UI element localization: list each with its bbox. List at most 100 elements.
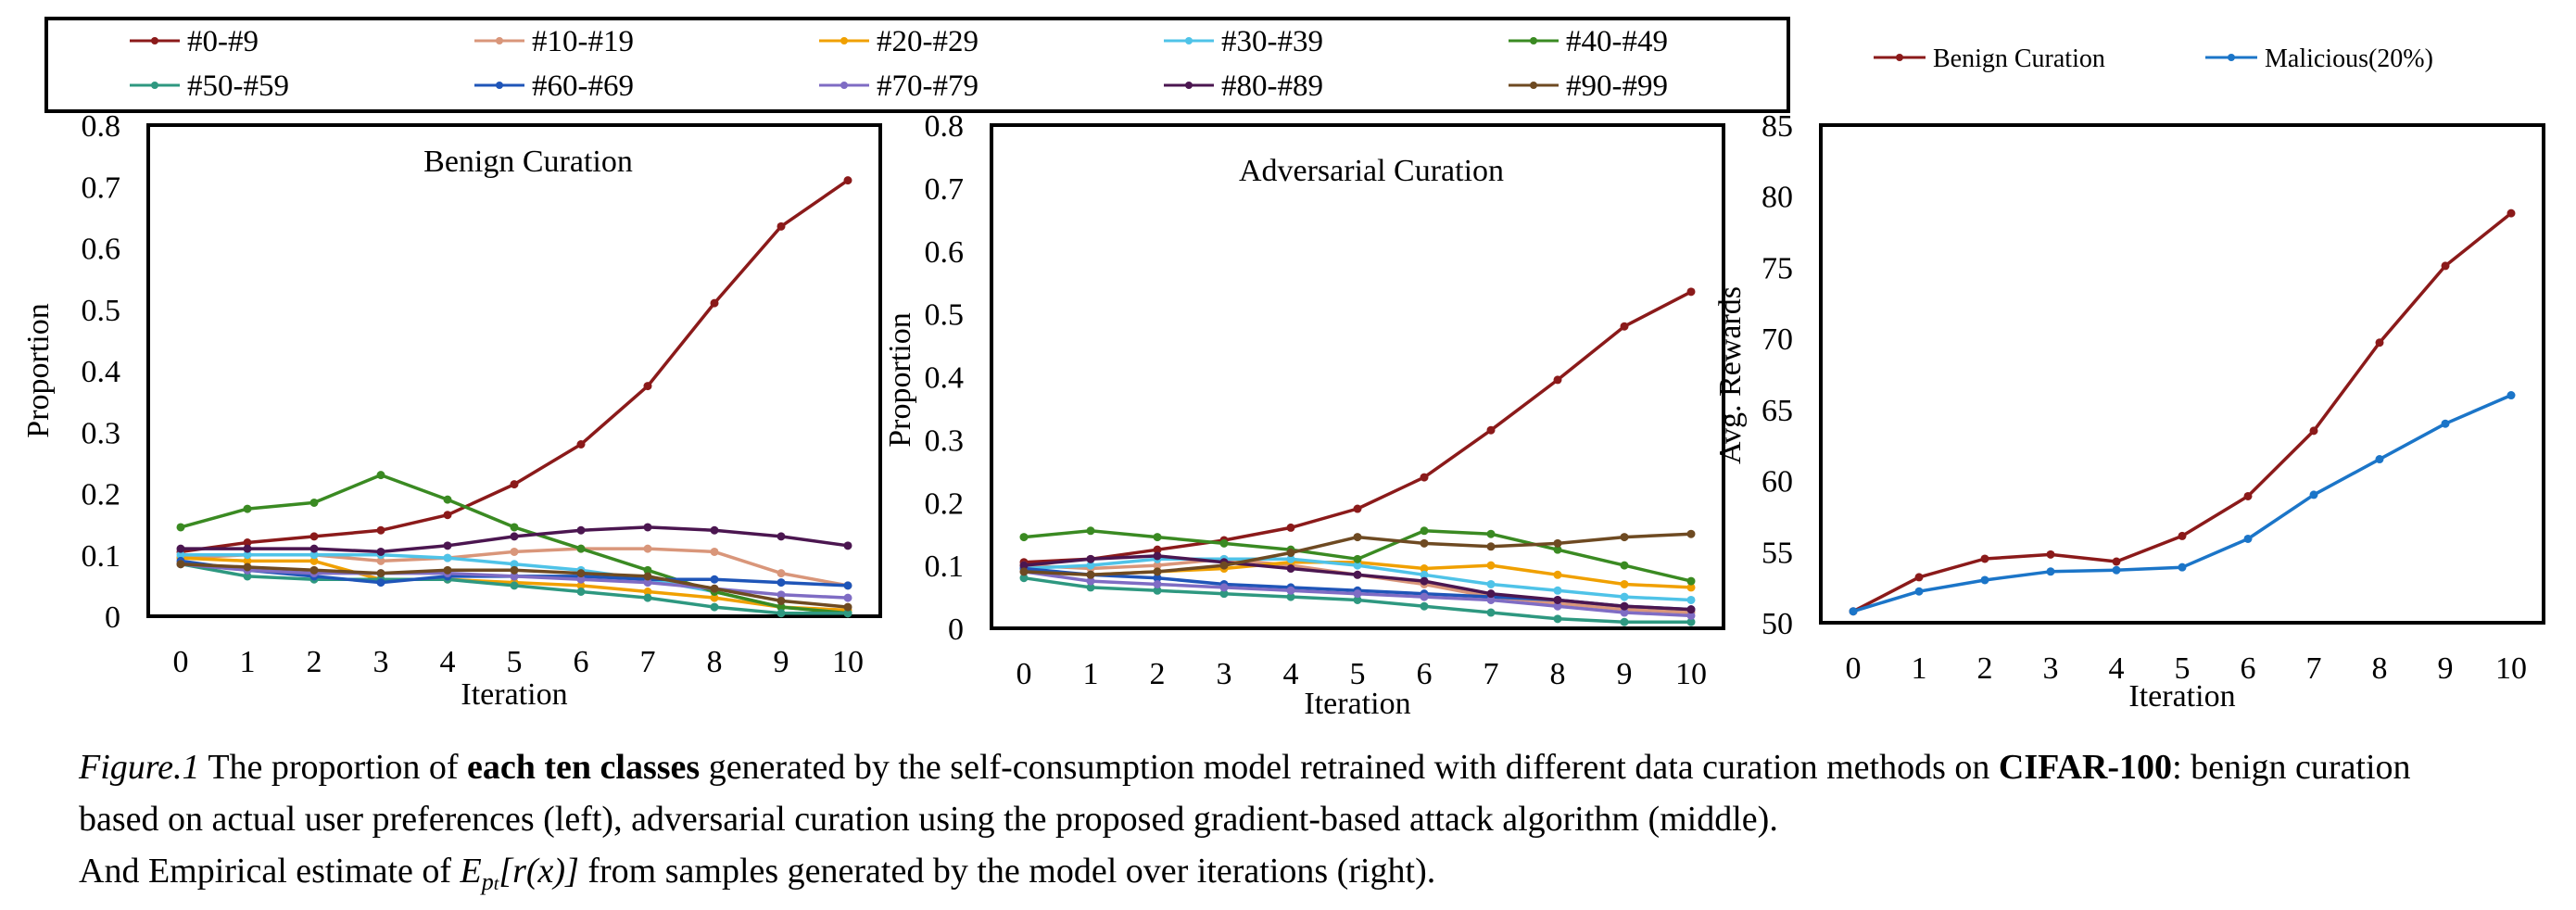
legend-swatch-marker [2228, 54, 2235, 61]
data-point [710, 547, 719, 556]
x-tick-label: 4 [1283, 657, 1299, 691]
legend-swatch-marker [840, 82, 848, 89]
x-tick-label: 6 [2241, 651, 2256, 686]
data-point [243, 504, 252, 513]
x-tick-label: 8 [1550, 657, 1566, 691]
data-point [376, 578, 385, 588]
legend-swatch-marker [1896, 54, 1903, 61]
data-point [2112, 565, 2121, 575]
data-point [1486, 595, 1496, 604]
x-tick-label: 7 [1484, 657, 1499, 691]
data-point [243, 544, 252, 553]
data-point [443, 553, 452, 562]
data-point [1553, 601, 1562, 611]
caption-text-5: from samples generated by the model over… [578, 852, 1436, 891]
y-tick-label: 0.1 [82, 539, 121, 574]
data-point [1153, 574, 1162, 583]
data-point [1153, 551, 1162, 561]
data-point [443, 565, 452, 575]
x-tick-label: 10 [2495, 651, 2527, 686]
y-tick-label: 0.7 [925, 172, 965, 207]
data-point [1286, 554, 1295, 563]
y-tick-label: 0.4 [82, 355, 121, 389]
data-point [1553, 375, 1562, 385]
legend-label: #20-#29 [877, 25, 979, 58]
data-point [1420, 592, 1429, 601]
legend-swatch-marker [1530, 37, 1537, 44]
data-point [176, 560, 185, 569]
data-point [1153, 586, 1162, 595]
y-tick-label: 0.6 [82, 233, 121, 267]
legend-swatch-marker [151, 37, 158, 44]
data-point [843, 581, 852, 590]
data-point [1686, 583, 1696, 592]
data-point [1286, 586, 1295, 595]
chart-title: Adversarial Curation [1239, 154, 1504, 188]
x-tick-label: 6 [574, 645, 589, 679]
data-point [1620, 322, 1629, 331]
data-point [643, 578, 652, 588]
data-point [1086, 576, 1095, 586]
data-point [443, 511, 452, 520]
plot-frame [146, 123, 882, 618]
data-point [1019, 567, 1029, 576]
x-tick-label: 0 [173, 645, 189, 679]
data-point [1620, 601, 1629, 611]
y-tick-label: 0 [948, 613, 964, 647]
y-tick-label: 0 [105, 600, 120, 635]
x-tick-label: 4 [440, 645, 456, 679]
data-point [1620, 608, 1629, 617]
data-point [777, 609, 786, 618]
x-tick-label: 2 [307, 645, 322, 679]
legend-box [44, 17, 1790, 113]
data-point [376, 525, 385, 535]
data-point [1153, 579, 1162, 588]
legend-swatch-marker [496, 37, 503, 44]
data-point [510, 480, 519, 489]
y-tick-label: 0.6 [925, 235, 965, 270]
legend-swatch-marker [496, 82, 503, 89]
data-point [1553, 545, 1562, 554]
x-tick-label: 2 [1150, 657, 1166, 691]
chart-title: Benign Curation [423, 145, 633, 179]
data-point [510, 547, 519, 556]
caption-math-arg: [r(x)] [499, 852, 579, 891]
data-point [843, 541, 852, 550]
data-point [1153, 545, 1162, 554]
data-point [1686, 611, 1696, 620]
data-point [1620, 617, 1629, 626]
data-point [2243, 491, 2253, 500]
data-point [1486, 542, 1496, 551]
data-point [176, 544, 185, 553]
data-point [1620, 533, 1629, 542]
data-point [643, 593, 652, 602]
data-point [1420, 564, 1429, 574]
data-point [843, 176, 852, 185]
y-tick-label: 0.5 [82, 294, 121, 328]
legend-swatch-marker [1185, 37, 1193, 44]
y-axis-label: Avg. Rewards [1713, 286, 1748, 464]
x-tick-label: 3 [373, 645, 389, 679]
data-point [1486, 425, 1496, 435]
data-point [1980, 575, 1989, 585]
data-point [643, 565, 652, 575]
data-point [1553, 595, 1562, 604]
data-point [1420, 576, 1429, 586]
data-point [1019, 561, 1029, 570]
data-point [710, 602, 719, 612]
data-point [1219, 589, 1229, 599]
legend-swatch-marker [840, 37, 848, 44]
x-axis-label: Iteration [2128, 679, 2235, 714]
data-point [176, 550, 185, 560]
data-point [376, 547, 385, 556]
data-point [576, 525, 586, 535]
data-point [243, 562, 252, 572]
legend-label: #60-#69 [532, 70, 634, 103]
legend-swatch-marker [1185, 82, 1193, 89]
data-point [2243, 534, 2253, 543]
data-point [777, 221, 786, 231]
data-point [843, 593, 852, 602]
x-tick-label: 5 [1350, 657, 1366, 691]
x-tick-label: 3 [1217, 657, 1232, 691]
data-point [777, 569, 786, 578]
